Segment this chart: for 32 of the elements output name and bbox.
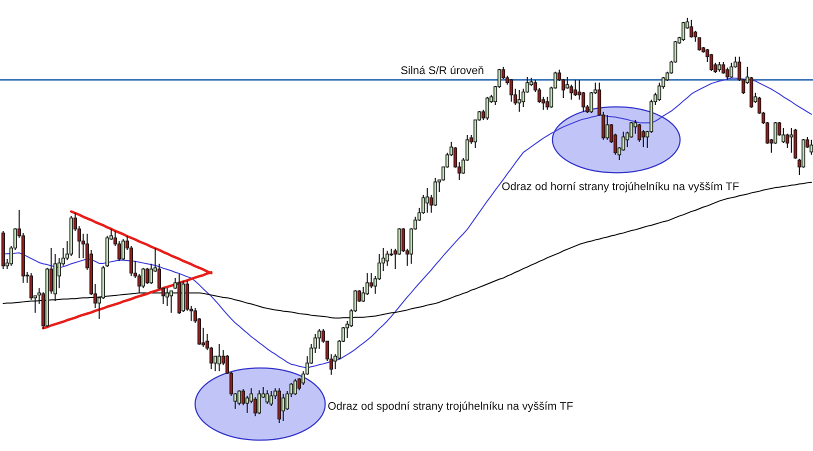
candlestick	[726, 67, 730, 80]
annotation: Odraz od spodní strany trojúhelníku na vyšším TF	[328, 402, 573, 412]
candlestick	[810, 139, 813, 156]
candlestick	[169, 290, 174, 314]
candlestick	[518, 89, 522, 112]
candlestick	[606, 114, 610, 140]
candlestick	[718, 61, 722, 72]
candlestick	[570, 84, 574, 100]
candlestick	[29, 272, 33, 300]
candlestick	[269, 390, 274, 407]
candlestick	[293, 378, 298, 396]
candlestick	[318, 328, 322, 350]
candlestick	[638, 123, 642, 142]
ref-line-label: Silná S/R úroveň	[401, 66, 484, 74]
candlestick	[690, 19, 694, 38]
candlestick	[237, 390, 242, 406]
candlestick	[121, 238, 126, 261]
candlestick	[217, 343, 222, 372]
candlestick	[730, 62, 734, 78]
candlestick	[426, 187, 430, 214]
candlestick	[281, 393, 286, 422]
candlestick	[141, 267, 146, 289]
candlestick	[682, 21, 686, 42]
candlestick	[265, 390, 270, 405]
candlestick	[574, 79, 578, 97]
candlestick	[257, 390, 262, 415]
candlestick	[486, 96, 490, 120]
annotation: Odraz od horní strany trojúhelníku na vyšším TF	[502, 182, 739, 192]
candlestick	[510, 78, 514, 102]
candlestick	[145, 267, 150, 285]
candlestick	[590, 91, 594, 114]
candlestick	[710, 53, 714, 72]
